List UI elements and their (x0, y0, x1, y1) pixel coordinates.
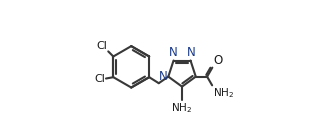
Text: N: N (158, 70, 167, 83)
Text: N: N (187, 46, 196, 59)
Text: Cl: Cl (97, 41, 108, 51)
Text: NH$_2$: NH$_2$ (213, 86, 234, 100)
Text: NH$_2$: NH$_2$ (172, 101, 193, 115)
Text: N: N (168, 46, 177, 59)
Text: O: O (213, 54, 222, 67)
Text: Cl: Cl (94, 74, 105, 84)
